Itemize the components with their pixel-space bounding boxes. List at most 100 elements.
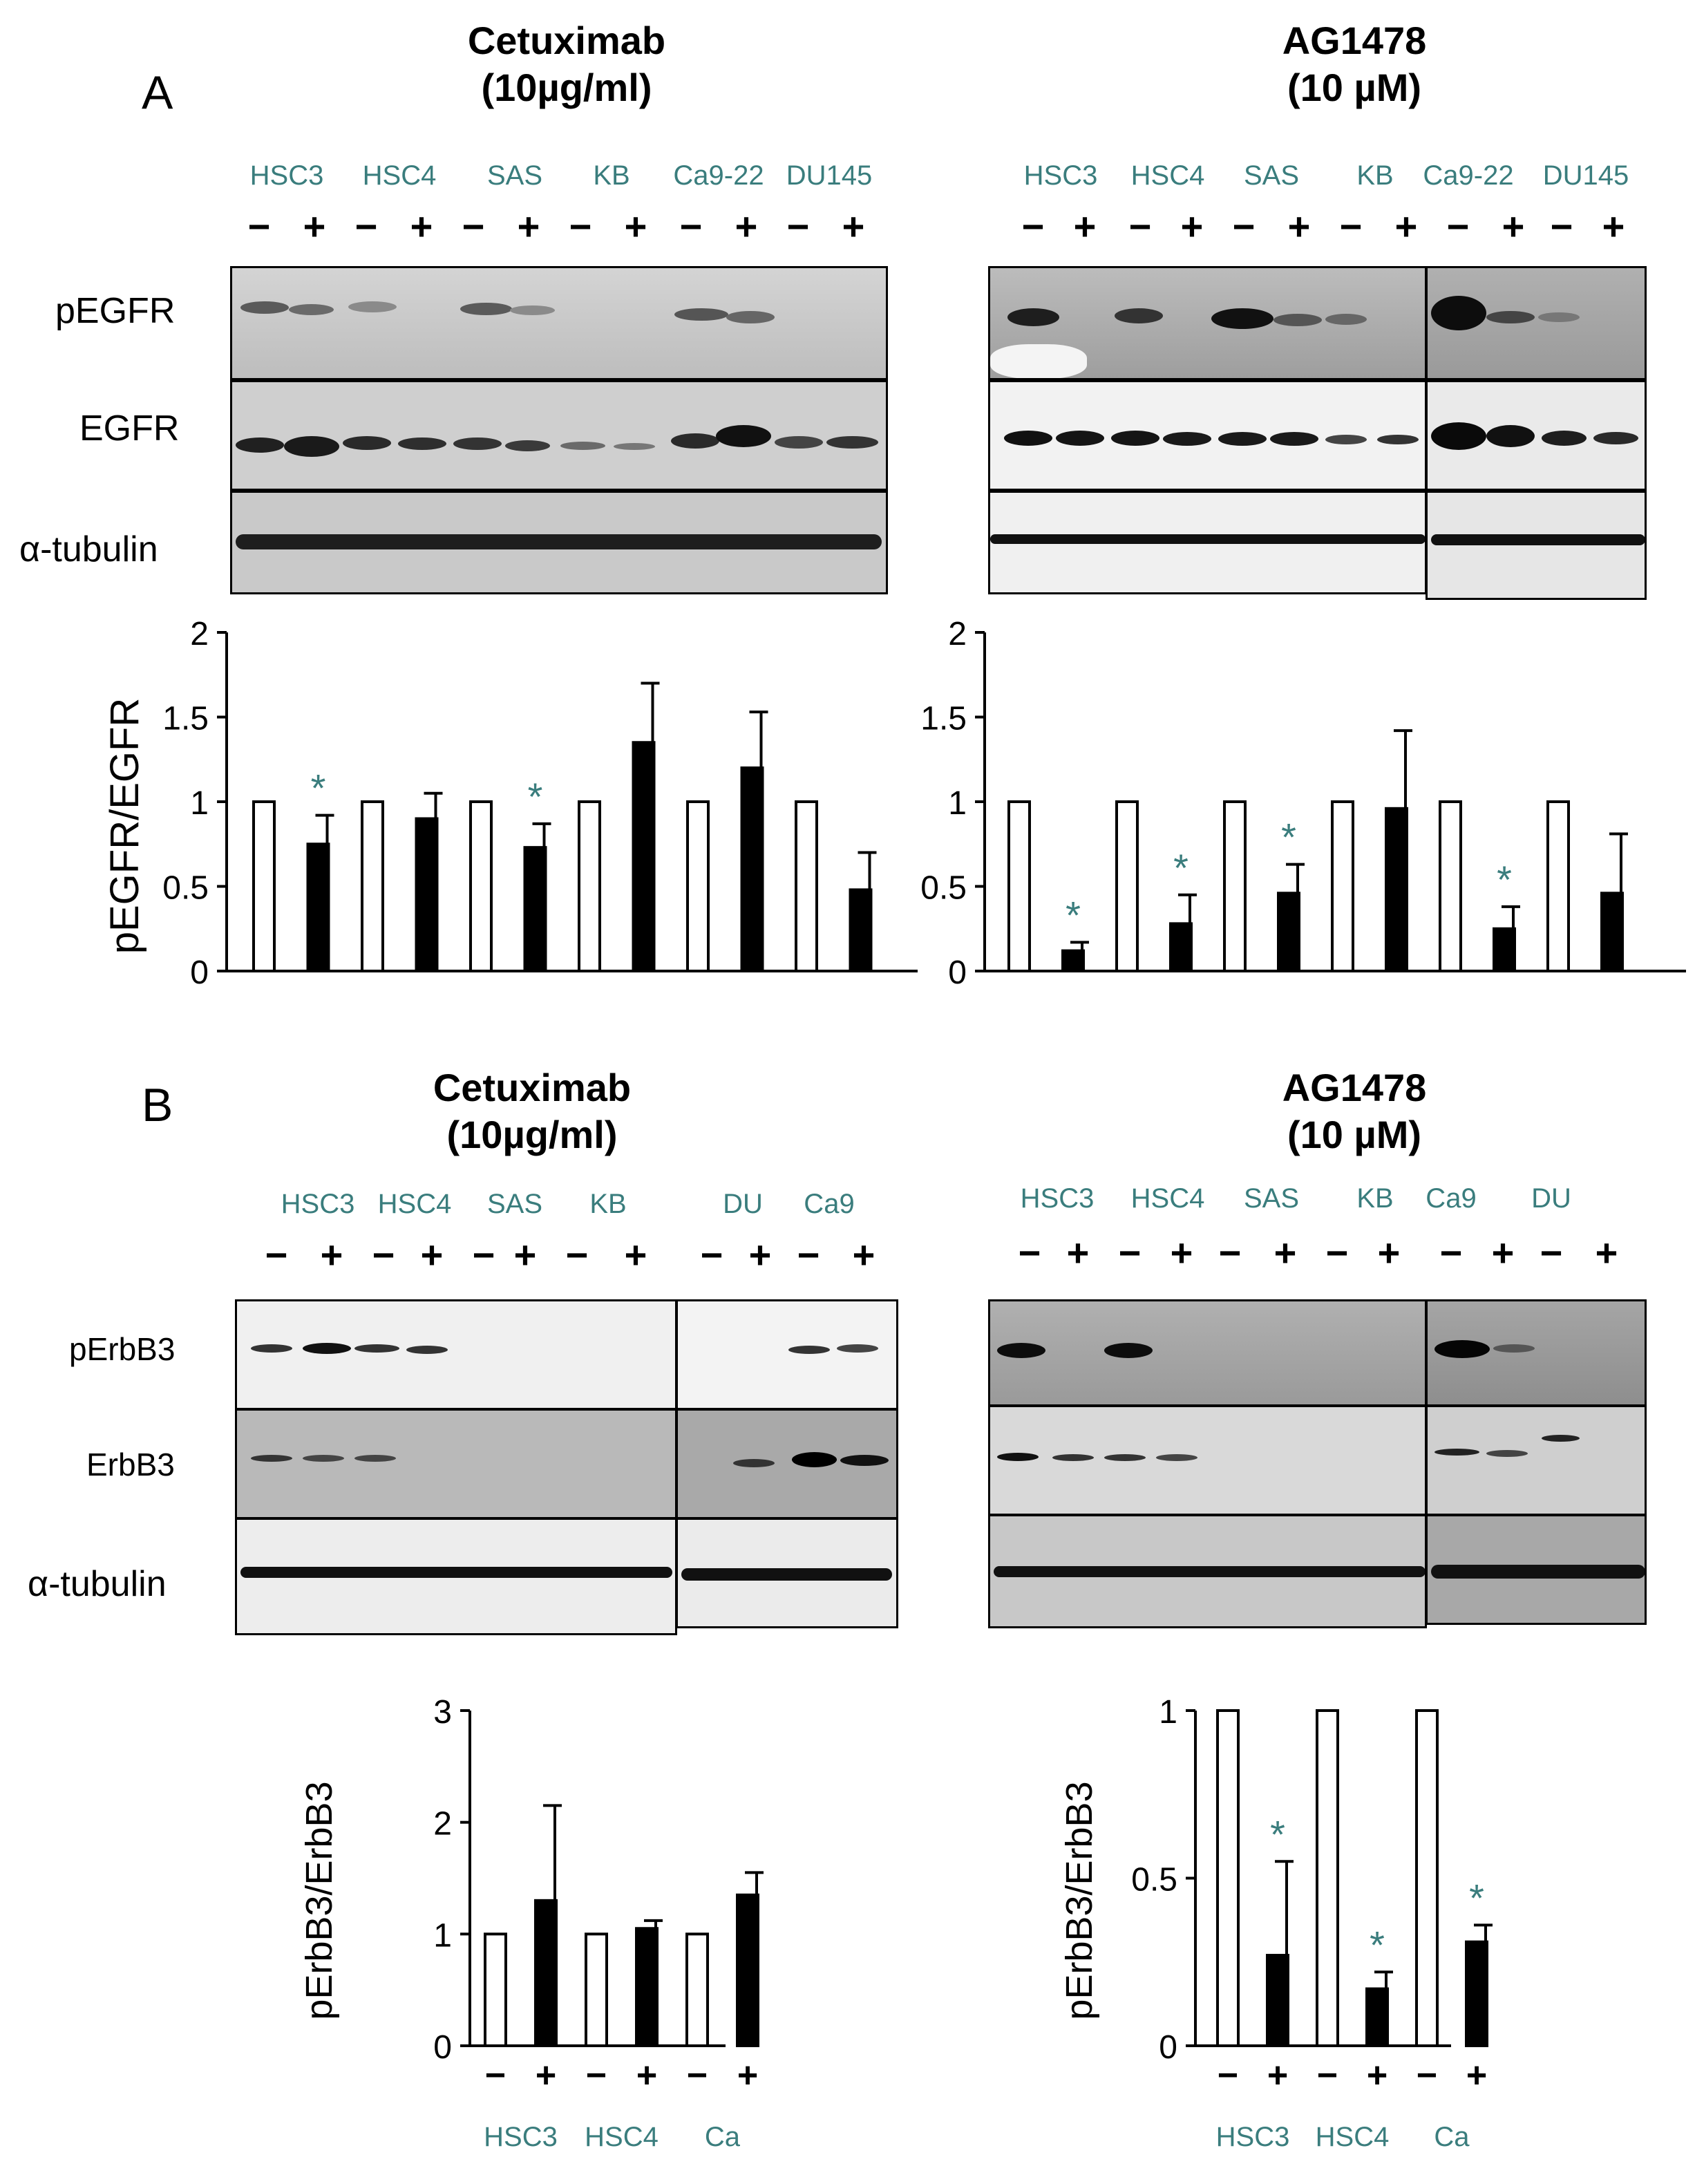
minus-sign: −: [472, 1233, 495, 1277]
bar-control: [1316, 1709, 1339, 2047]
minus-sign: −: [1446, 205, 1470, 248]
blot-perbb3-cetuximab-b: [676, 1299, 898, 1410]
minus-sign: −: [265, 1233, 288, 1277]
bar-control: [1415, 1709, 1439, 2047]
bar-treated: [523, 846, 547, 972]
category-label: HSC4: [585, 2122, 659, 2152]
y-tick-label: 2: [948, 619, 967, 652]
bar-control: [1115, 800, 1139, 972]
blot-label-tubulin: α-tubulin: [19, 529, 158, 569]
minus-sign: −: [1118, 1231, 1142, 1274]
blot-label-pegfr: pEGFR: [55, 291, 176, 331]
category-label: Ca: [1434, 2122, 1470, 2152]
plus-sign: +: [1394, 205, 1418, 248]
minus-sign: −: [462, 205, 485, 248]
plus-sign: +: [624, 1233, 647, 1277]
bar-treated: [635, 1927, 659, 2047]
plus-sign: +: [1267, 2055, 1288, 2096]
bar-treated: [1169, 922, 1193, 972]
panel-b-right-title-line1: AG1478: [1282, 1066, 1427, 1109]
panel-b-left-title: Cetuximab (10µg/ml): [352, 1064, 712, 1158]
bar-control: [1546, 800, 1570, 972]
panel-a-left-title-line1: Cetuximab: [467, 19, 666, 62]
blot-tubulin-ag1478-b2: [1426, 1514, 1647, 1625]
minus-sign: −: [354, 205, 378, 248]
blot-egfr-ag1478-b: [1426, 380, 1647, 491]
lane-label: SAS: [1243, 1183, 1300, 1214]
panel-a-right-title-line1: AG1478: [1282, 19, 1427, 62]
bar-treated: [849, 888, 873, 972]
y-tick-label: 2: [190, 619, 209, 652]
lane-label: Ca9: [804, 1189, 855, 1219]
chart-b-ag1478: 00.51***− + − + − +HSC3 HSC4 Ca: [1131, 1694, 1493, 2152]
y-tick-label: 0: [190, 954, 209, 991]
bar-control: [361, 800, 384, 972]
panel-b-left-title-line1: Cetuximab: [433, 1066, 632, 1109]
blot-perbb3-ag1478-b: [1426, 1299, 1647, 1406]
lane-label: HSC3: [249, 160, 324, 191]
plus-sign: +: [1066, 1231, 1090, 1274]
minus-sign: −: [1218, 1231, 1242, 1274]
lane-label: Ca9-22: [673, 160, 764, 191]
plus-sign: +: [748, 1233, 772, 1277]
y-tick-label: 0.5: [1131, 1862, 1177, 1899]
lane-label: SAS: [1243, 160, 1300, 191]
bar-control: [685, 1932, 709, 2048]
y-tick-label: 2: [433, 1806, 452, 1843]
plus-sign: +: [410, 205, 433, 248]
bar-control: [585, 1932, 608, 2048]
plus-sign: +: [303, 205, 326, 248]
panel-a-left-title: Cetuximab (10µg/ml): [387, 17, 746, 111]
significance-star: *: [528, 775, 543, 818]
bar-treated: [740, 766, 764, 972]
blot-pegfr-cetuximab: [230, 266, 888, 380]
lane-label: HSC4: [362, 160, 437, 191]
bar-control: [578, 800, 601, 972]
plus-sign: +: [517, 205, 540, 248]
blot-tubulin-cetuximab-b: [235, 1518, 677, 1635]
bar-treated: [415, 817, 439, 972]
minus-sign: −: [569, 205, 592, 248]
plus-sign: +: [735, 205, 758, 248]
bar-treated: [1493, 927, 1516, 972]
y-tick-label: 0: [948, 954, 967, 991]
blot-egfr-ag1478: [988, 380, 1427, 491]
plus-sign: +: [1595, 1231, 1618, 1274]
blot-egfr-cetuximab: [230, 380, 888, 491]
significance-star: *: [1370, 1923, 1385, 1966]
lane-label: KB: [1356, 160, 1394, 191]
minus-sign: −: [687, 2055, 708, 2096]
minus-sign: −: [1550, 205, 1573, 248]
bar-treated: [306, 842, 330, 972]
plus-sign: +: [1170, 1231, 1193, 1274]
plus-sign: +: [1602, 205, 1625, 248]
plus-sign: +: [737, 2055, 758, 2096]
lane-label: HSC4: [1130, 160, 1205, 191]
y-tick-label: 1: [1159, 1694, 1177, 1731]
blot-pegfr-ag1478: [988, 266, 1427, 380]
panel-b-left-title-line2: (10µg/ml): [446, 1113, 618, 1156]
lane-label: DU: [723, 1189, 763, 1219]
minus-sign: −: [1232, 205, 1256, 248]
minus-sign: −: [565, 1233, 589, 1277]
bar-treated: [1277, 892, 1300, 972]
bar-treated: [1385, 807, 1408, 972]
y-axis-label: pErbB3/ErbB3: [1059, 1781, 1100, 2020]
lane-label: DU145: [786, 160, 873, 191]
bar-treated: [1266, 1954, 1289, 2047]
minus-sign: −: [586, 2055, 607, 2096]
lane-label: SAS: [486, 1189, 543, 1219]
significance-star: *: [1066, 893, 1081, 936]
y-tick-label: 1: [948, 785, 967, 822]
plus-sign: +: [852, 1233, 875, 1277]
chart-a-ag1478: 0 0.5 1 1.5 2 * * * *: [920, 619, 1686, 991]
lane-label: SAS: [486, 160, 543, 191]
plus-sign: +: [1287, 205, 1311, 248]
blot-pegfr-ag1478-b: [1426, 266, 1647, 380]
y-tick-label: 1.5: [162, 701, 209, 737]
blot-erbb3-ag1478-b: [1426, 1405, 1647, 1516]
minus-sign: −: [1339, 205, 1363, 248]
blot-label-tubulin-b: α-tubulin: [28, 1564, 167, 1604]
blot-tubulin-ag1478-b: [1426, 491, 1647, 600]
